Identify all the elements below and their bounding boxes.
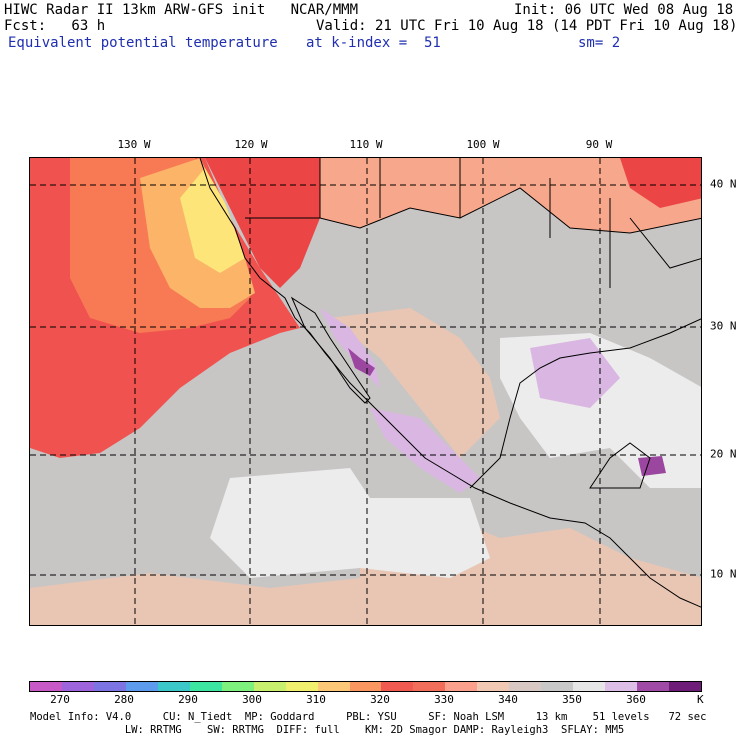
colorbar-tick-330: 330	[434, 693, 454, 706]
lat-label-20n: 20 N	[710, 447, 737, 461]
lon-label-110w: 110 W	[349, 138, 383, 151]
colorbar-tick-290: 290	[178, 693, 198, 706]
colorbar-swatch	[157, 682, 190, 691]
purple-blob-sinaloa	[348, 348, 375, 376]
colorbar-swatch	[477, 682, 510, 691]
northeast-red	[620, 158, 701, 208]
lat-label-40n: 40 N	[710, 177, 737, 191]
california-red	[205, 158, 320, 288]
colorbar-swatch	[509, 682, 542, 691]
field-name: Equivalent potential temperature	[8, 35, 278, 51]
colorbar-unit: K	[697, 693, 704, 706]
colorbar-swatch	[61, 682, 94, 691]
coastlines	[199, 158, 701, 608]
theta-e-map	[30, 158, 701, 625]
colorbar-swatch	[93, 682, 126, 691]
valid-time: Valid: 21 UTC Fri 10 Aug 18 (14 PDT Fri …	[316, 18, 738, 34]
colorbar-tick-280: 280	[114, 693, 134, 706]
colorbar-swatch	[605, 682, 638, 691]
southeast-gray	[530, 228, 701, 338]
colorbar-swatch	[189, 682, 222, 691]
model-info-line2: LW: RRTMG SW: RRTMG DIFF: full KM: 2D Sm…	[30, 724, 625, 736]
lon-label-120w: 120 W	[234, 138, 268, 151]
colorbar-swatch	[413, 682, 446, 691]
purple-blob-caribbean	[638, 456, 666, 476]
colorbar-swatch	[221, 682, 254, 691]
model-info-line1: Model Info: V4.0 CU: N_Tiedt MP: Goddard…	[30, 711, 707, 723]
gulf-lilac-patch	[530, 338, 620, 408]
colorbar-swatch	[285, 682, 318, 691]
model-title: HIWC Radar II 13km ARW-GFS init NCAR/MMM	[4, 2, 359, 18]
colorbar-tick-320: 320	[370, 693, 390, 706]
colorbar-tick-340: 340	[498, 693, 518, 706]
colorbar-swatch	[445, 682, 478, 691]
init-time: Init: 06 UTC Wed 08 Aug 18	[514, 2, 734, 18]
colorbar-swatch	[669, 682, 702, 691]
colorbar-swatch	[253, 682, 286, 691]
smoothing-label: sm= 2	[578, 35, 621, 51]
lon-label-90w: 90 W	[585, 138, 613, 151]
colorbar-tick-350: 350	[562, 693, 582, 706]
colorbar	[29, 681, 702, 692]
forecast-hour: Fcst: 63 h	[4, 18, 106, 34]
k-index-label: at k-index = 51	[306, 35, 441, 51]
colorbar-swatch	[573, 682, 606, 691]
colorbar-tick-270: 270	[50, 693, 70, 706]
colorbar-swatch	[317, 682, 350, 691]
map-panel	[29, 157, 702, 626]
colorbar-tick-360: 360	[626, 693, 646, 706]
colorbar-swatch	[125, 682, 158, 691]
tropical-white-patch	[210, 468, 490, 578]
colorbar-swatch	[541, 682, 574, 691]
graticule	[30, 158, 701, 625]
sierra-lilac	[370, 408, 480, 493]
mexico-tan	[330, 308, 500, 458]
colorbar-swatch	[637, 682, 670, 691]
colorbar-tick-310: 310	[306, 693, 326, 706]
interior-west-salmon	[320, 158, 520, 228]
colorbar-swatch	[30, 682, 62, 691]
colorbar-swatch	[381, 682, 414, 691]
lon-label-100w: 100 W	[466, 138, 500, 151]
colorbar-tick-300: 300	[242, 693, 262, 706]
lat-label-10n: 10 N	[710, 567, 737, 581]
lon-label-130w: 130 W	[117, 138, 151, 151]
colorbar-swatch	[349, 682, 382, 691]
coastal-yellow	[180, 168, 245, 273]
lat-label-30n: 30 N	[710, 319, 737, 333]
